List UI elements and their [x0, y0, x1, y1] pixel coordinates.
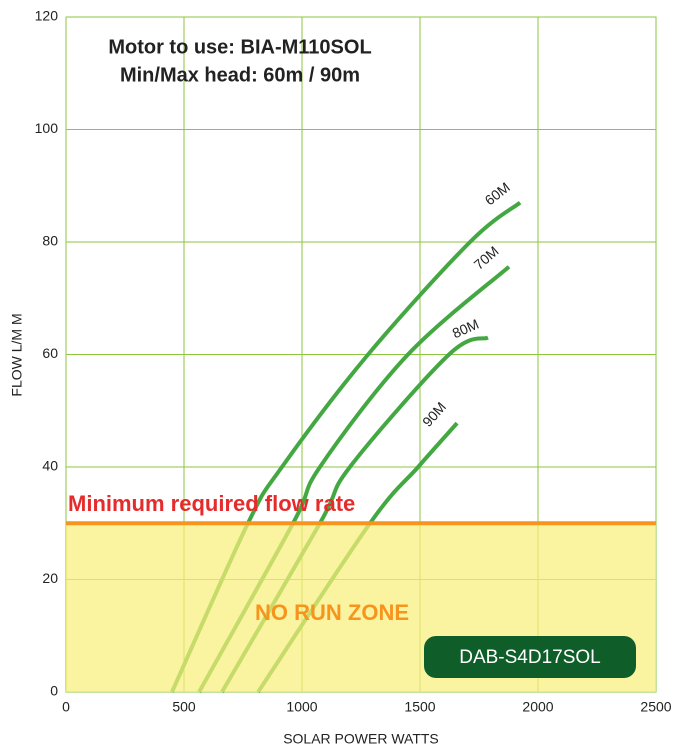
y-tick-label: 20 [42, 570, 58, 586]
x-tick-label: 2000 [522, 699, 553, 715]
series-label: 90M [419, 399, 449, 430]
x-tick-label: 1500 [404, 699, 435, 715]
y-tick-label: 40 [42, 458, 58, 474]
x-axis-label: SOLAR POWER WATTS [283, 731, 439, 747]
zone-label: NO RUN ZONE [255, 600, 409, 625]
y-tick-label: 120 [35, 8, 59, 24]
y-tick-label: 100 [35, 120, 59, 136]
chart-title: Min/Max head: 60m / 90m [120, 64, 360, 86]
series-label: 60M [482, 179, 513, 208]
model-badge [424, 636, 636, 678]
model-label: DAB-S4D17SOL [459, 647, 601, 668]
chart-title: Motor to use: BIA-M110SOL [108, 36, 371, 58]
x-tick-label: 0 [62, 699, 70, 715]
y-tick-label: 80 [42, 233, 58, 249]
x-tick-label: 1000 [286, 699, 317, 715]
x-tick-label: 2500 [640, 699, 671, 715]
y-axis-label: FLOW L/M M [9, 313, 25, 396]
x-tick-label: 500 [172, 699, 196, 715]
threshold-label: Minimum required flow rate [68, 491, 355, 516]
series-label: 70M [471, 243, 502, 273]
y-tick-label: 60 [42, 345, 58, 361]
y-tick-label: 0 [50, 683, 58, 699]
